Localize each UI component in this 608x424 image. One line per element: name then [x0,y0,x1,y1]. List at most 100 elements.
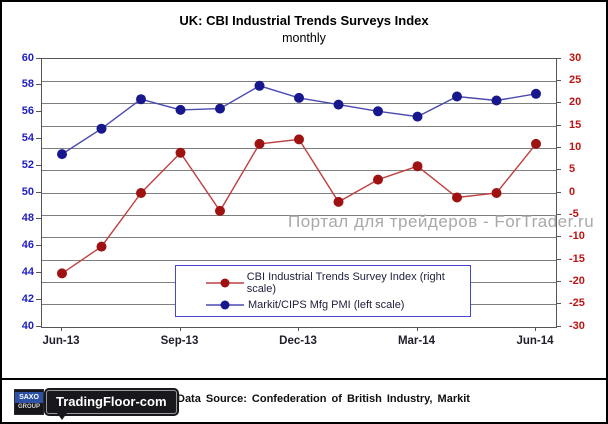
legend-item-cbi: CBI Industrial Trends Survey Index (righ… [204,271,470,295]
left-axis-tick-label: 58 [21,78,34,91]
saxo-group-text: GROUP [15,403,43,412]
right-axis-tick-label: -25 [569,297,585,310]
saxo-logo-text: SAXO [15,392,43,403]
gridline [42,214,556,216]
right-tick-mark [556,191,561,193]
right-tick-mark [556,325,561,327]
saxo-group-logo: SAXO GROUP [14,389,44,415]
right-tick-mark [556,124,561,126]
left-axis-tick-label: 48 [21,212,34,225]
right-axis-tick-label: 30 [569,51,582,64]
cbi-data-point [294,134,304,145]
x-axis-tick-label: Jun-13 [42,335,80,347]
cbi-data-point [491,188,502,198]
left-tick-mark [36,271,41,273]
x-tick-mark [535,327,536,331]
left-axis-tick-label: 46 [21,239,34,252]
pmi-data-point [491,95,502,106]
cbi-data-point [412,161,423,172]
left-tick-mark [36,164,41,166]
right-tick-mark [556,213,561,215]
right-axis-tick-label: 10 [569,140,582,153]
left-axis-tick-label: 52 [21,158,34,171]
x-tick-mark [416,327,418,331]
x-tick-mark [179,327,181,331]
left-tick-mark [36,111,41,113]
gridline [42,125,556,127]
chart-title: UK: CBI Industrial Trends Surveys Index [179,13,429,28]
right-axis-tick-label: 15 [569,118,582,131]
gridline [42,237,556,239]
x-axis-tick-label: Sep-13 [160,335,199,347]
right-tick-mark [556,102,561,104]
data-source-note: Data Source: Confederation of British In… [177,393,470,405]
left-axis-tick-label: 42 [21,292,34,305]
right-axis-tick-label: -15 [569,252,585,265]
pmi-data-point [452,91,462,102]
pmi-data-point [373,106,383,117]
pmi-line-marker-icon [206,300,244,310]
left-axis-tick-label: 44 [21,265,34,278]
right-tick-mark [556,79,561,81]
cbi-data-point [254,138,265,149]
cbi-data-point [136,188,146,198]
right-axis-tick-label: 5 [569,163,576,176]
right-axis-tick-label: -10 [569,230,585,243]
right-tick-mark [556,57,561,59]
pmi-data-point [57,149,67,160]
chart-subtitle: monthly [282,31,326,45]
cbi-data-point [96,241,107,252]
pmi-data-point [215,103,225,114]
x-axis-tick-label: Dec-13 [279,335,317,347]
pmi-data-point [294,92,304,103]
watermark: Портал для трейдеров - ForTrader.ru [288,212,595,231]
x-tick-mark [298,327,299,331]
left-tick-mark [36,57,41,59]
legend-item-pmi: Markit/CIPS Mfg PMI (left scale) [204,299,470,311]
cbi-data-point [57,268,67,279]
cbi-data-point [531,138,541,149]
right-tick-mark [556,169,561,171]
cbi-data-point [333,196,344,207]
left-tick-mark [36,84,41,86]
gridline [42,259,556,261]
pmi-data-point [96,123,107,134]
left-tick-mark [36,218,41,220]
left-tick-mark [36,137,41,139]
left-tick-mark [36,191,41,193]
legend: CBI Industrial Trends Survey Index (righ… [175,265,471,317]
tradingfloor-wordmark: TradingFloor-com [46,390,177,420]
footer-divider [2,378,606,380]
right-axis-tick-label: -5 [569,207,579,220]
legend-label-cbi: CBI Industrial Trends Survey Index (righ… [246,270,445,295]
gridline [42,170,556,172]
pmi-data-point [175,104,186,115]
x-axis-tick-label: Mar-14 [397,335,436,347]
x-axis-tick-label: Jun-14 [516,335,554,347]
right-tick-mark [556,258,561,260]
right-axis-tick-label: 20 [569,96,582,109]
right-tick-mark [556,303,561,305]
left-axis-tick-label: 56 [21,105,34,118]
gridline [42,147,556,149]
left-axis-tick-label: 54 [21,131,34,144]
left-tick-mark [36,298,41,300]
gridline [42,80,556,82]
legend-label-pmi: Markit/CIPS Mfg PMI (left scale) [248,299,405,312]
cbi-data-point [373,174,383,185]
pmi-data-point [531,88,541,99]
pmi-data-point [136,94,146,105]
right-tick-mark [556,236,561,238]
pmi-data-point [333,99,344,110]
left-axis-tick-label: 40 [21,319,34,332]
cbi-data-point [215,205,225,216]
pmi-data-point [412,111,423,122]
gridline [42,103,556,105]
left-tick-mark [36,325,41,327]
right-axis-tick-label: -20 [569,274,585,287]
x-tick-mark [61,327,62,331]
cbi-data-point [175,147,186,158]
cbi-line-marker-icon [206,278,244,288]
right-tick-mark [556,280,561,282]
